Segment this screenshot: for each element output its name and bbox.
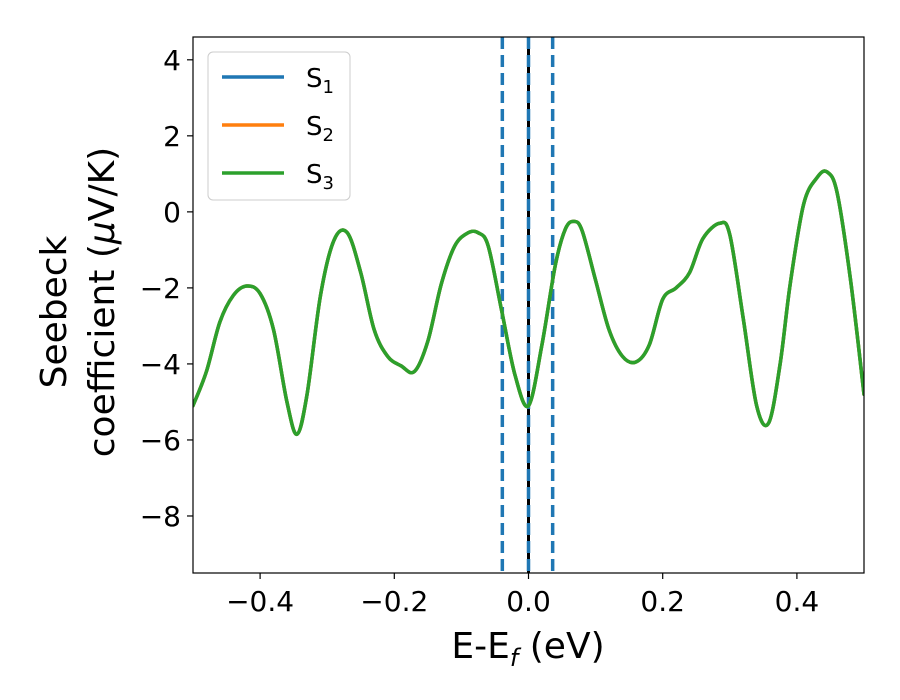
x-tick-label: 0.0	[506, 585, 551, 618]
legend: S1 S2 S3	[207, 51, 351, 201]
y-tick-label: 0	[163, 196, 181, 229]
y-tick-label: −2	[140, 272, 181, 305]
series-layer	[193, 169, 864, 436]
x-axis-ticks: −0.4 −0.2 0.0 0.2 0.4	[226, 573, 819, 618]
x-axis-label: E-Ef (eV)	[451, 626, 604, 672]
y-tick-label: 4	[163, 44, 181, 77]
y-tick-label: −4	[140, 348, 181, 381]
y-axis-ticks: −8 −6 −4 −2 0 2 4	[140, 44, 193, 533]
legend-label-s3: S3	[306, 160, 334, 194]
legend-label-s2: S2	[306, 112, 334, 146]
y-tick-label: 2	[163, 120, 181, 153]
y-axis-label-line2: coefficient (μV/K)	[82, 147, 123, 457]
y-axis-label: Seebeck coefficient (μV/K)	[34, 147, 123, 457]
x-tick-label: −0.2	[360, 585, 428, 618]
y-tick-label: −6	[140, 424, 181, 457]
x-tick-label: −0.4	[226, 585, 294, 618]
series-line-s3	[193, 169, 864, 436]
x-tick-label: 0.2	[640, 585, 685, 618]
y-tick-label: −8	[140, 500, 181, 533]
vertical-reference-lines	[500, 37, 555, 573]
x-tick-label: 0.4	[775, 585, 820, 618]
y-axis-label-line1: Seebeck	[34, 235, 75, 388]
legend-label-s1: S1	[306, 64, 334, 98]
